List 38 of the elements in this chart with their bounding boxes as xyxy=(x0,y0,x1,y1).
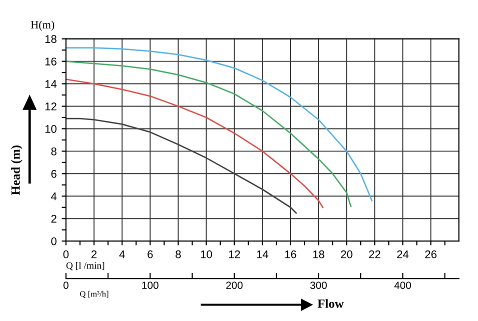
y-tick-label: 8 xyxy=(51,147,56,156)
y-axis-title: Head (m) xyxy=(11,146,22,196)
x-tick-label: 18 xyxy=(313,250,324,258)
x2-tick-label: 200 xyxy=(226,282,243,289)
x-axis-title: Q [m³/h] xyxy=(80,290,108,298)
y-tick-label: 2 xyxy=(51,214,56,223)
x-tick-label: 24 xyxy=(397,250,409,258)
x-tick-label: 26 xyxy=(425,250,437,258)
x-tick-label: 20 xyxy=(341,250,352,258)
x2-axis-title: Q [l /min] xyxy=(66,262,104,270)
line-series xyxy=(66,60,352,207)
x2-tick-label: 0 xyxy=(63,282,68,289)
line-series xyxy=(66,118,297,214)
x-tick-label: 2 xyxy=(92,250,97,258)
x2-tick-label: 100 xyxy=(142,282,158,289)
text: H(m) xyxy=(30,20,54,31)
line-series xyxy=(66,78,324,208)
y-tick-label: 18 xyxy=(45,35,56,43)
x-tick-label: 22 xyxy=(369,250,380,258)
x-tick-label: 6 xyxy=(148,250,153,258)
text: Flow xyxy=(318,299,344,308)
x-tick-label: 8 xyxy=(176,250,181,258)
y-tick-label: 12 xyxy=(45,102,56,110)
line-series xyxy=(66,47,373,202)
x2-tick-label: 400 xyxy=(394,282,412,289)
x-tick-label: 14 xyxy=(257,250,268,258)
x-tick-label: 0 xyxy=(63,250,69,258)
y-tick-label: 6 xyxy=(51,170,56,178)
y-tick-label: 14 xyxy=(45,80,57,88)
y-tick-label: 0 xyxy=(51,237,56,246)
y-tick-label: 16 xyxy=(45,58,56,66)
x-tick-label: 16 xyxy=(285,250,296,258)
x-tick-label: 10 xyxy=(200,250,212,258)
y-tick-label: 4 xyxy=(51,192,57,200)
y-tick-label: 10 xyxy=(45,124,57,133)
x-tick-label: 12 xyxy=(229,250,240,258)
x2-tick-label: 300 xyxy=(310,282,327,289)
x-tick-label: 4 xyxy=(119,250,125,258)
